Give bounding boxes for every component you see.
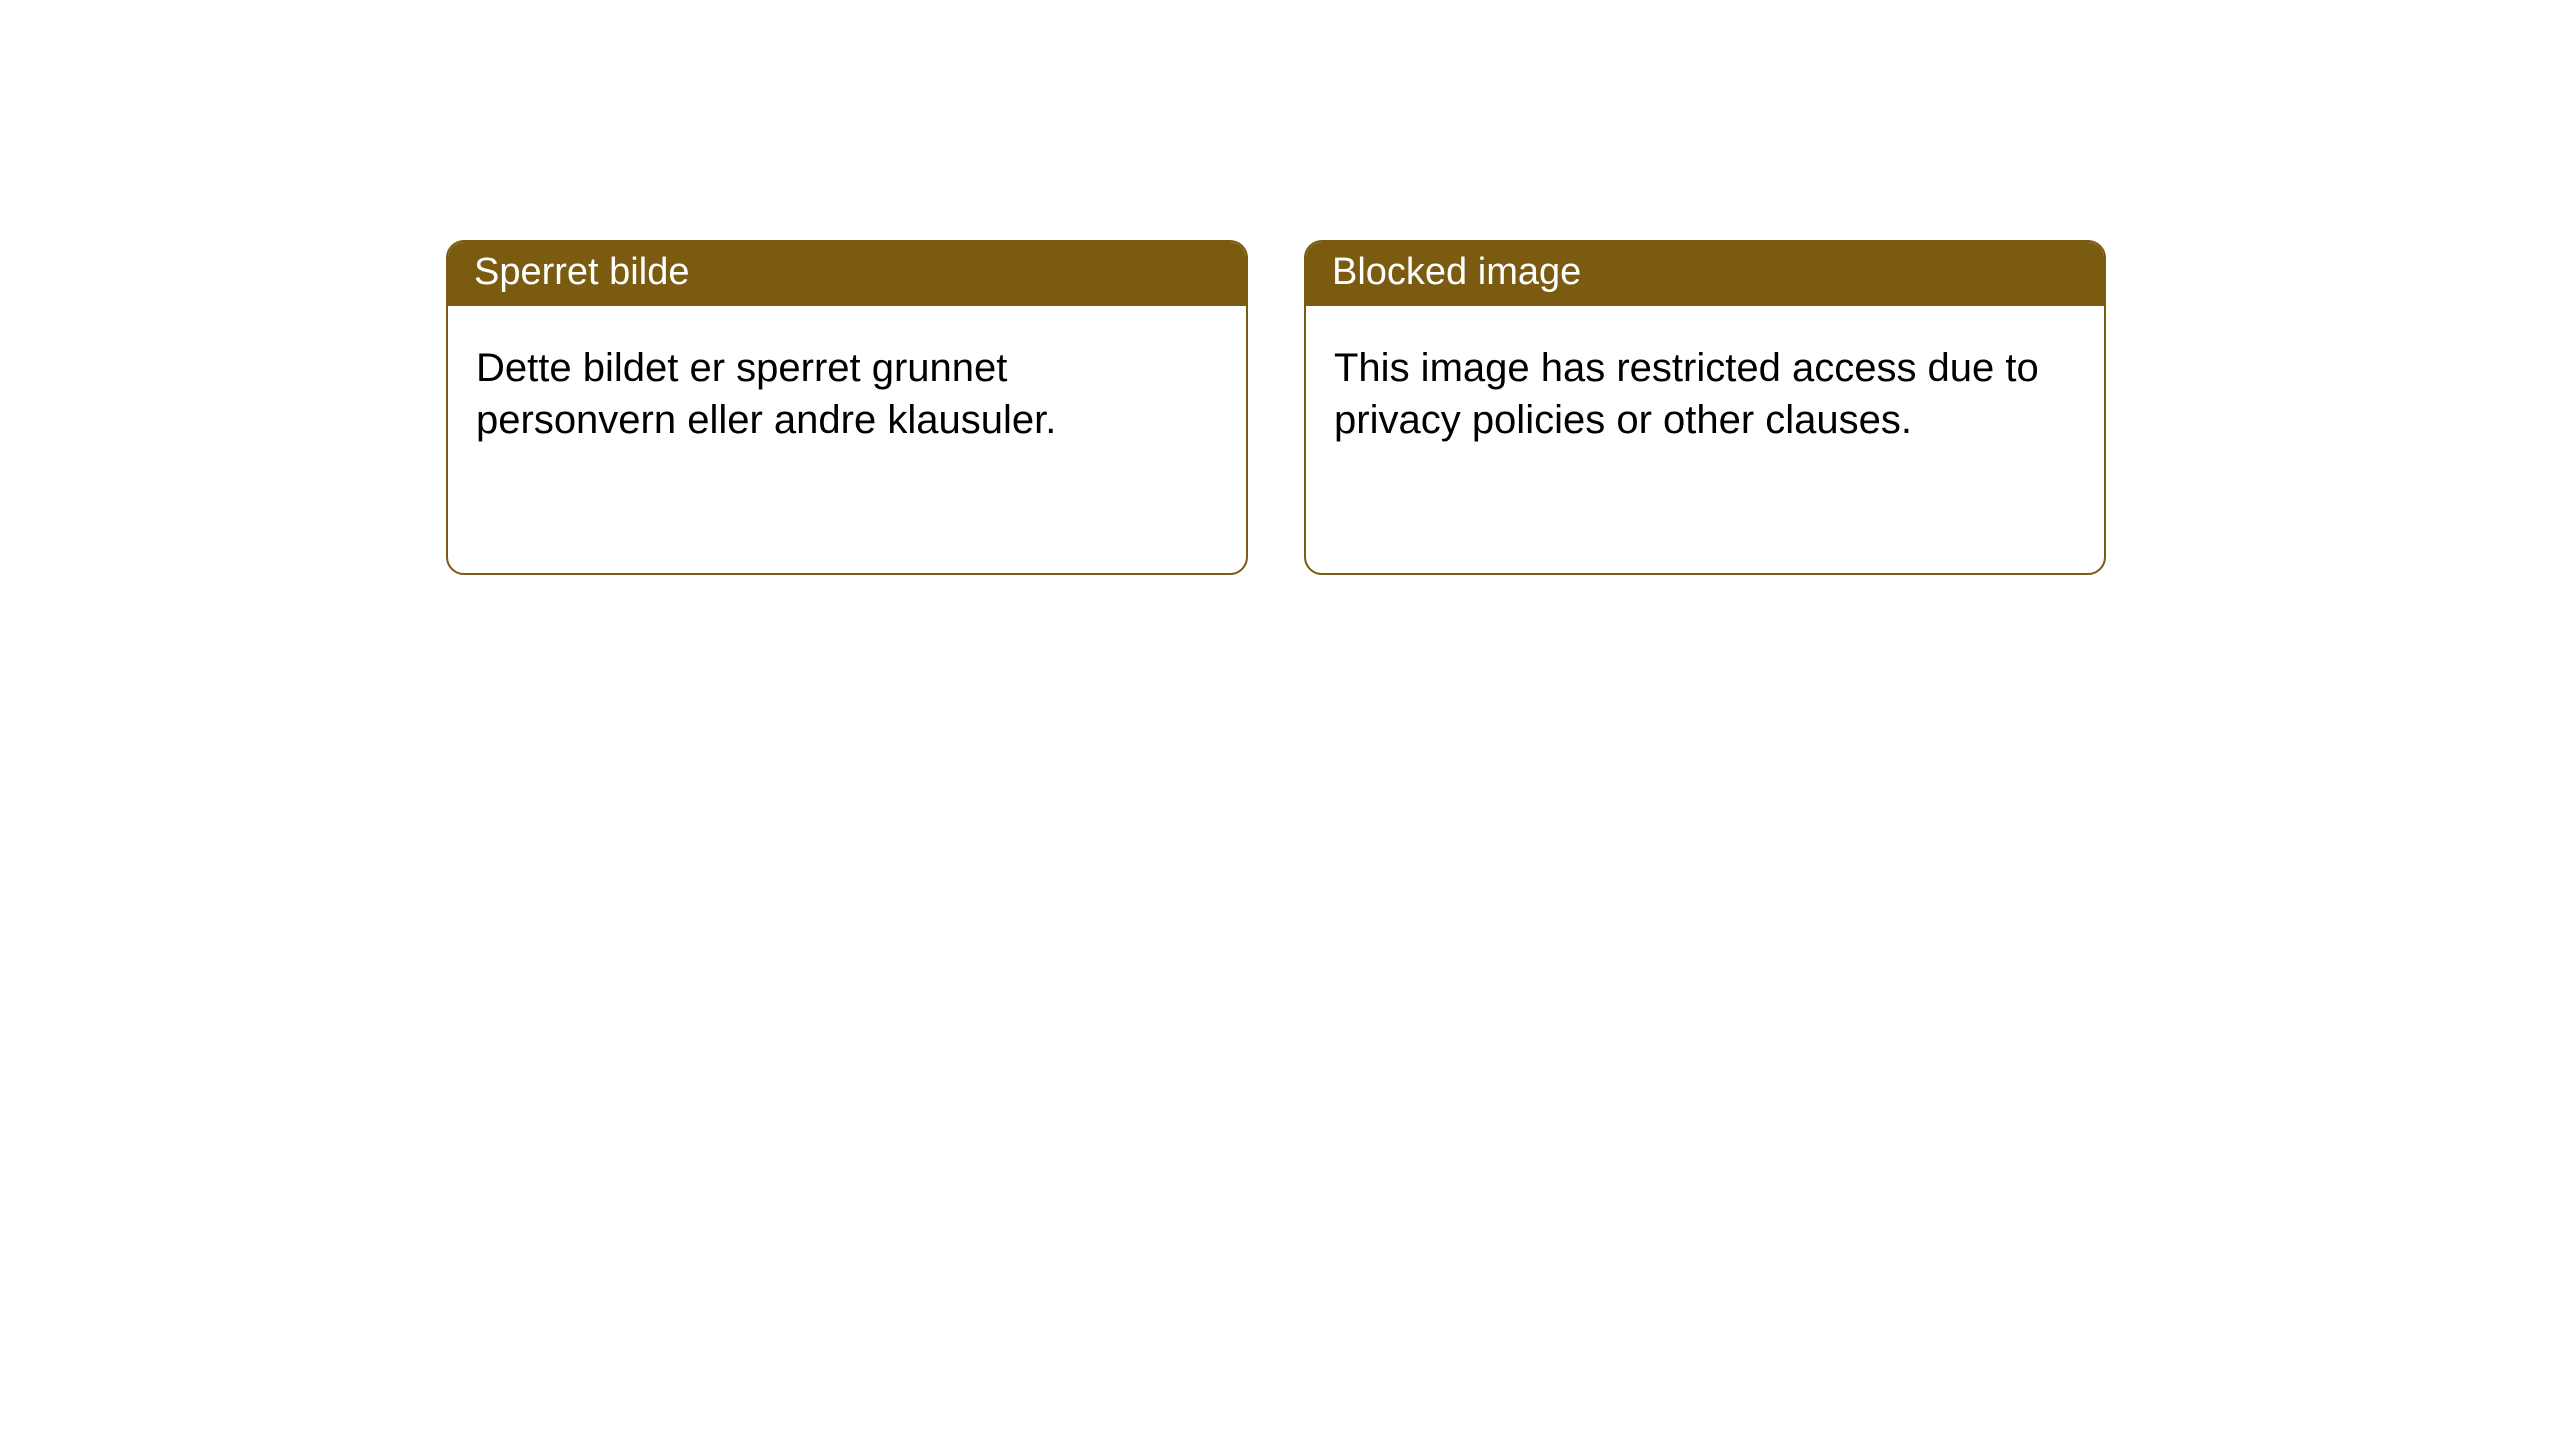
notice-body-norwegian: Dette bildet er sperret grunnet personve… <box>448 306 1246 482</box>
notice-card-english: Blocked image This image has restricted … <box>1304 240 2106 575</box>
notice-container: Sperret bilde Dette bildet er sperret gr… <box>0 0 2560 575</box>
notice-body-english: This image has restricted access due to … <box>1306 306 2104 482</box>
notice-card-norwegian: Sperret bilde Dette bildet er sperret gr… <box>446 240 1248 575</box>
notice-title-english: Blocked image <box>1306 242 2104 306</box>
notice-title-norwegian: Sperret bilde <box>448 242 1246 306</box>
